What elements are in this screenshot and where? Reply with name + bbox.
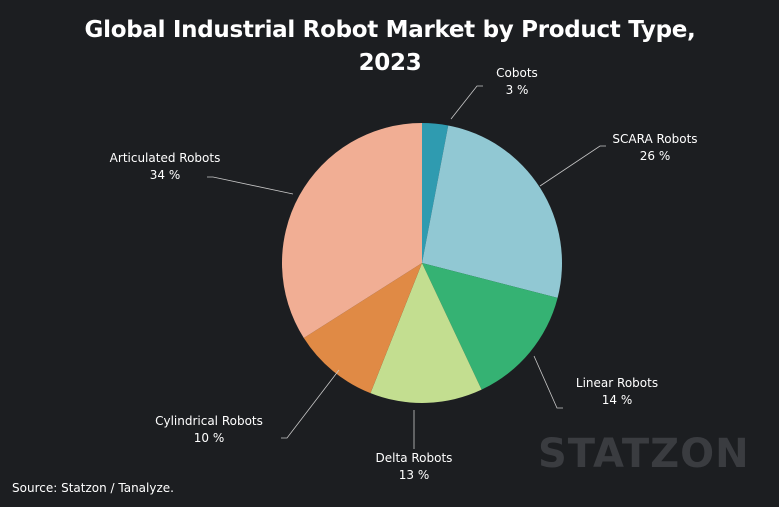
pie-slice-cobots <box>422 123 449 263</box>
pie-slice-linear-robots <box>422 263 558 390</box>
leader-line <box>539 145 606 187</box>
slice-value-label: 10 % <box>194 431 225 445</box>
slice-value-label: 26 % <box>640 149 671 163</box>
pie-slice-delta-robots <box>370 263 482 403</box>
statzon-watermark-logo: STATZON <box>538 431 750 477</box>
slice-category-label: Cylindrical Robots <box>155 414 263 428</box>
slice-category-label: SCARA Robots <box>612 132 697 146</box>
slice-category-label: Cobots <box>496 66 538 80</box>
slice-value-label: 14 % <box>602 393 633 407</box>
slice-labels: Cobots 3 % SCARA Robots 26 % Linear Robots 14… <box>110 66 698 482</box>
slice-value-label: 34 % <box>150 168 181 182</box>
pie-slice-scara-robots <box>422 125 562 298</box>
leader-lines <box>207 85 606 449</box>
source-note: Source: Statzon / Tanalyze. <box>12 481 174 495</box>
leader-line <box>207 176 294 195</box>
slice-value-label: 3 % <box>506 83 529 97</box>
slice-category-label: Articulated Robots <box>110 151 221 165</box>
leader-line <box>281 369 340 439</box>
leader-line <box>450 85 483 120</box>
slice-category-label: Delta Robots <box>376 451 453 465</box>
slice-value-label: 13 % <box>399 468 430 482</box>
slice-category-label: Linear Robots <box>576 376 658 390</box>
pie-slice-cylindrical-robots <box>303 263 422 394</box>
pie-slices <box>282 123 562 403</box>
pie-slice-articulated-robots <box>282 123 422 339</box>
chart-title: Global Industrial Robot Market by Produc… <box>84 17 696 76</box>
leader-line <box>533 355 563 409</box>
